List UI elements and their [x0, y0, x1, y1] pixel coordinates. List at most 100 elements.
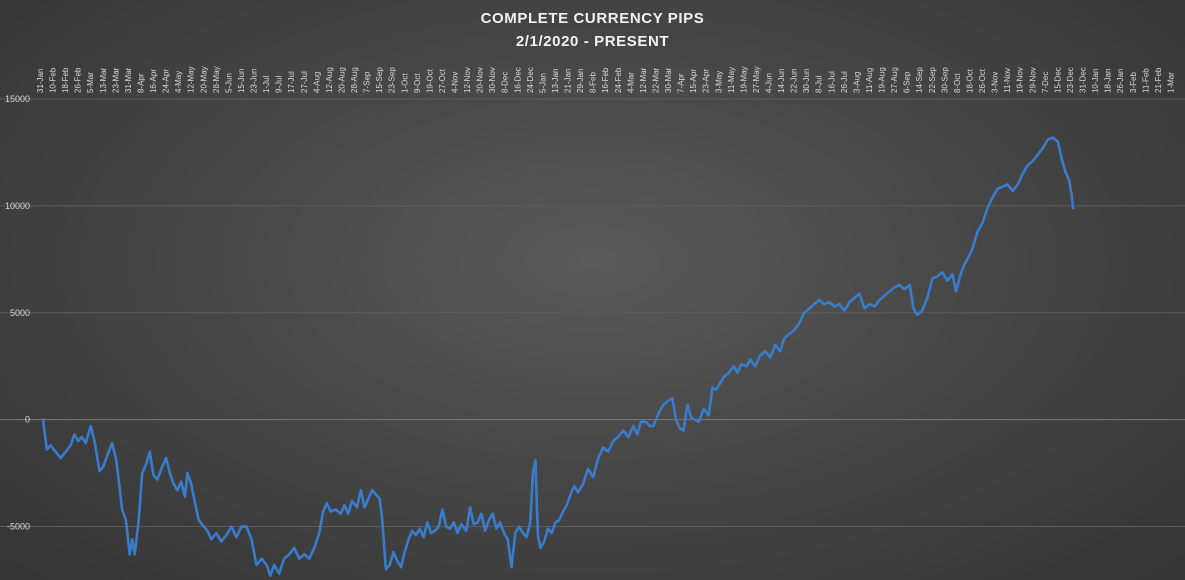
x-tick-label: 16-Dec — [513, 67, 522, 93]
x-tick-label: 29-Nov — [1028, 67, 1037, 93]
x-tick-label: 7-Dec — [1041, 72, 1050, 93]
x-tick-label: 10-Jan — [1091, 69, 1100, 93]
x-tick-label: 12-Nov — [463, 67, 472, 93]
x-tick-label: 22-Jun — [790, 69, 799, 93]
x-tick-label: 16-Feb — [601, 67, 610, 93]
chart-title: COMPLETE CURRENCY PIPS — [480, 10, 705, 27]
x-tick-label: 17-Jul — [287, 71, 296, 93]
x-tick-label: 15-Apr — [689, 69, 698, 93]
y-tick-label: -5000 — [7, 522, 30, 532]
x-tick-label: 5-Mar — [86, 72, 95, 93]
x-tick-label: 15-Dec — [1053, 67, 1062, 93]
y-tick-label: 0 — [25, 415, 30, 425]
x-tick-label: 5-Jan — [538, 73, 547, 93]
x-tick-label: 30-Nov — [488, 67, 497, 93]
y-tick-label: 10000 — [5, 201, 30, 211]
chart-subtitle: 2/1/2020 - PRESENT — [515, 33, 670, 50]
x-tick-label: 22-Sep — [928, 67, 937, 93]
series-line — [41, 136, 1075, 577]
x-tick-label: 27-Oct — [438, 68, 447, 93]
x-tick-label: 1-Jul — [262, 75, 271, 93]
y-tick-label: 5000 — [10, 308, 30, 318]
x-tick-label: 26-Feb — [74, 67, 83, 93]
x-tick-label: 31-Mar — [124, 67, 133, 93]
x-tick-label: 4-Nov — [450, 72, 459, 93]
x-tick-label: 1-Mar — [1166, 72, 1175, 93]
x-tick-label: 23-Mar — [111, 67, 120, 93]
x-tick-label: 20-Nov — [476, 67, 485, 93]
x-tick-label: 3-May — [714, 71, 723, 93]
x-tick-label: 13-Jan — [551, 69, 560, 93]
x-tick-label: 4-May — [174, 71, 183, 93]
x-tick-label: 26-Jul — [840, 71, 849, 93]
x-tick-label: 12-Mar — [639, 67, 648, 93]
x-tick-label: 26-Oct — [978, 68, 987, 93]
x-tick-label: 12-Aug — [325, 67, 334, 93]
x-tick-label: 24-Apr — [162, 69, 171, 93]
x-tick-label: 28-May — [212, 66, 221, 93]
x-tick-label: 23-Apr — [702, 69, 711, 93]
x-tick-label: 1-Oct — [400, 73, 409, 93]
x-tick-label: 6-Sep — [903, 71, 912, 93]
x-tick-label: 4-Aug — [312, 72, 321, 93]
x-tick-label: 15-Jun — [237, 69, 246, 93]
x-tick-label: 31-Dec — [1079, 67, 1088, 93]
x-tick-label: 16-Jul — [827, 71, 836, 93]
x-tick-label: 27-Jul — [300, 71, 309, 93]
x-tick-label: 20-Aug — [337, 67, 346, 93]
x-tick-label: 3-Aug — [852, 72, 861, 93]
x-tick-label: 28-Aug — [350, 67, 359, 93]
x-tick-label: 23-Dec — [1066, 67, 1075, 93]
x-tick-label: 18-Feb — [61, 67, 70, 93]
x-tick-label: 21-Feb — [1154, 67, 1163, 93]
x-tick-label: 19-Oct — [425, 68, 434, 93]
x-tick-label: 27-May — [752, 66, 761, 93]
x-tick-label: 22-Mar — [651, 67, 660, 93]
x-tick-label: 13-Mar — [99, 67, 108, 93]
x-tick-label: 23-Sep — [388, 67, 397, 93]
x-tick-label: 31-Jan — [36, 69, 45, 93]
x-tick-label: 14-Sep — [915, 67, 924, 93]
x-tick-label: 18-Jan — [1104, 69, 1113, 93]
x-tick-label: 10-Feb — [49, 67, 58, 93]
x-tick-label: 24-Dec — [526, 67, 535, 93]
x-tick-label: 19-Nov — [1016, 67, 1025, 93]
x-tick-label: 7-Sep — [363, 71, 372, 93]
x-tick-label: 15-Sep — [375, 67, 384, 93]
x-tick-label: 21-Jan — [564, 69, 573, 93]
x-tick-label: 8-Dec — [501, 72, 510, 93]
x-tick-label: 9-Jul — [275, 75, 284, 93]
x-tick-label: 3-Nov — [991, 72, 1000, 93]
x-tick-label: 14-Jun — [777, 69, 786, 93]
x-tick-label: 11-May — [727, 67, 736, 93]
x-tick-label: 12-May — [187, 66, 196, 93]
x-tick-label: 30-Jun — [802, 69, 811, 93]
x-tick-label: 4-Jun — [765, 73, 774, 93]
x-tick-label: 9-Oct — [413, 73, 422, 93]
x-tick-label: 8-Feb — [589, 72, 598, 93]
x-tick-label: 19-May — [739, 66, 748, 93]
x-tick-label: 8-Apr — [136, 73, 145, 93]
x-tick-label: 16-Apr — [149, 69, 158, 93]
x-tick-label: 20-May — [199, 66, 208, 93]
x-tick-label: 30-Sep — [940, 67, 949, 93]
x-tick-label: 4-Mar — [626, 72, 635, 93]
x-tick-label: 23-Jun — [250, 69, 259, 93]
x-tick-label: 27-Aug — [890, 67, 899, 93]
x-tick-label: 8-Oct — [953, 73, 962, 93]
x-tick-label: 11-Nov — [1003, 68, 1012, 93]
x-tick-label: 5-Jun — [224, 73, 233, 93]
x-tick-label: 24-Feb — [614, 67, 623, 93]
x-tick-label: 8-Jul — [815, 75, 824, 93]
x-tick-label: 11-Feb — [1141, 68, 1150, 93]
x-tick-label: 18-Oct — [965, 68, 974, 93]
x-tick-label: 3-Feb — [1129, 72, 1138, 93]
x-tick-label: 30-Mar — [664, 67, 673, 93]
x-tick-label: 7-Apr — [677, 73, 686, 93]
x-tick-label: 29-Jan — [576, 69, 585, 93]
x-tick-label: 26-Jan — [1116, 69, 1125, 93]
x-tick-label: 19-Aug — [878, 67, 887, 93]
y-tick-label: 15000 — [5, 94, 30, 104]
